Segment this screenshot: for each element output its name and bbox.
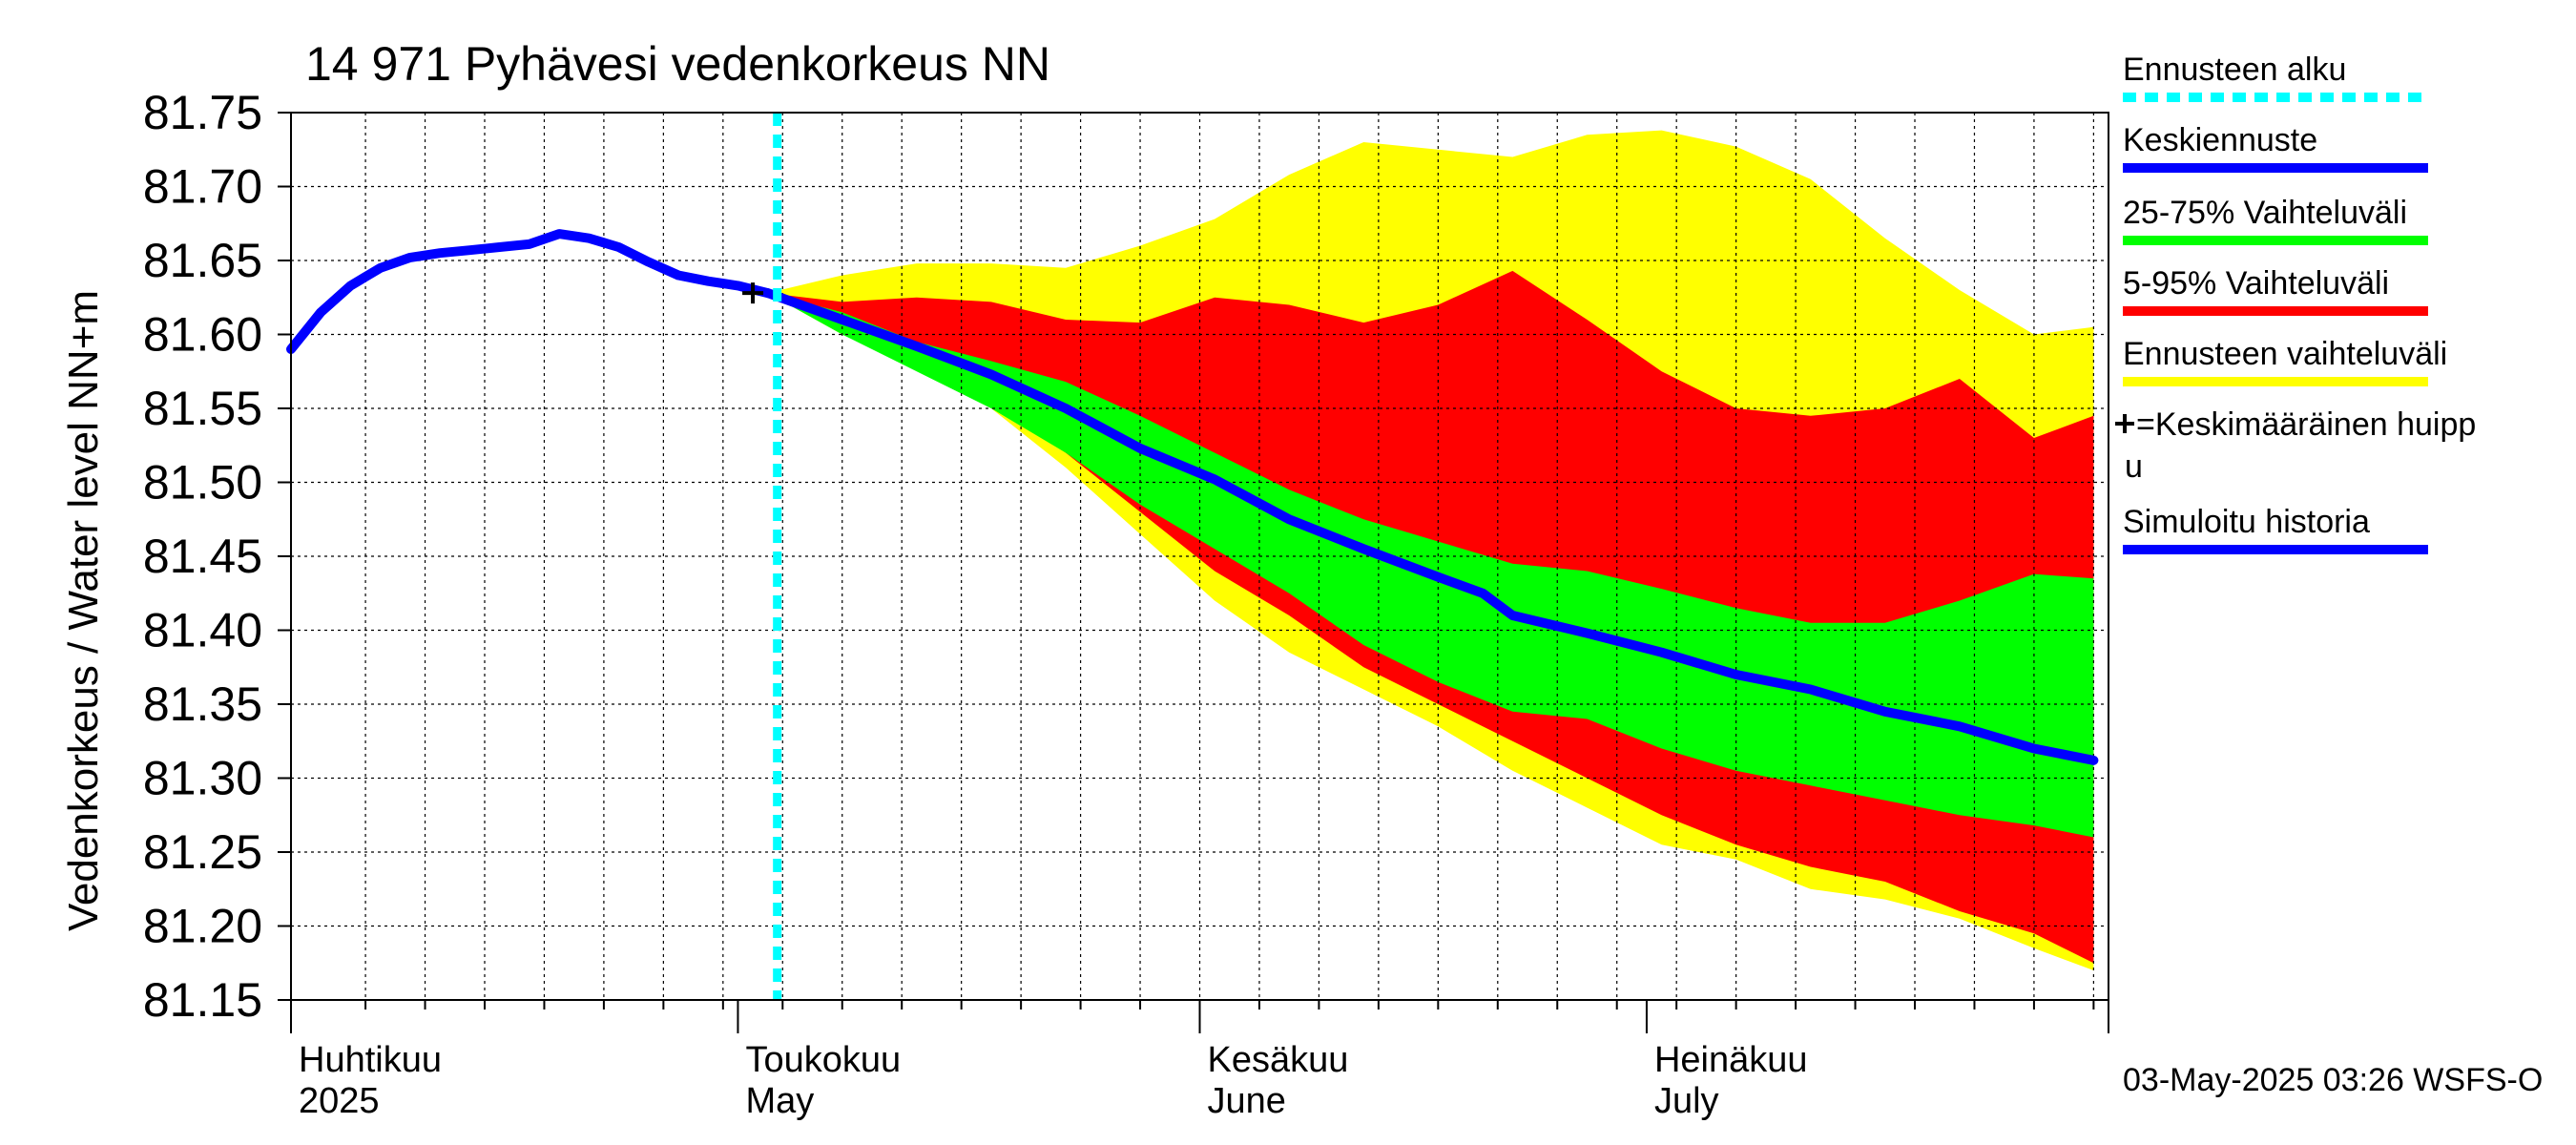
- y-tick-label-3: 81.60: [143, 308, 262, 362]
- chart-title: 14 971 Pyhävesi vedenkorkeus NN: [305, 37, 1050, 91]
- legend-label-1: Keskiennuste: [2123, 122, 2317, 158]
- x-month-label-en-1: May: [745, 1081, 814, 1121]
- legend-peak-marker-icon: [2115, 414, 2134, 433]
- y-axis-ticks: 81.75 81.70 81.65 81.60 81.55 81.50 81.45 81.40…: [143, 86, 291, 1027]
- legend: Ennusteen alku Keskiennuste 25-75% Vaihtel…: [2115, 52, 2476, 554]
- y-axis-label: Vedenkorkeus / Water level NN+m: [60, 290, 107, 931]
- y-tick-label-10: 81.25: [143, 825, 262, 879]
- median-forecast-line: [762, 288, 2099, 765]
- grid-lines: [291, 112, 2109, 1001]
- x-month-label-en-3: July: [1654, 1081, 1719, 1121]
- legend-label-2: 25-75% Vaihteluväli: [2123, 195, 2407, 231]
- legend-label-5: =Keskimääräinen huipp: [2136, 406, 2476, 443]
- plot-area: [286, 112, 2109, 1001]
- y-tick-label-1: 81.70: [143, 160, 262, 214]
- series-lines: [286, 113, 2099, 1000]
- legend-label-4: Ennusteen vaihteluväli: [2123, 336, 2447, 372]
- timestamp-footer: 03-May-2025 03:26 WSFS-O: [2123, 1062, 2543, 1098]
- x-month-label-en-2: June: [1208, 1081, 1286, 1121]
- x-month-label-fi-1: Toukokuu: [745, 1040, 901, 1080]
- x-month-label-en-0: 2025: [299, 1081, 380, 1121]
- legend-label-0: Ennusteen alku: [2123, 52, 2346, 88]
- legend-label-5-cont: u: [2125, 448, 2143, 485]
- y-tick-label-11: 81.20: [143, 900, 262, 953]
- y-tick-label-4: 81.55: [143, 382, 262, 435]
- y-tick-label-12: 81.15: [143, 973, 262, 1027]
- y-tick-label-5: 81.50: [143, 456, 262, 510]
- mean-peak-marker: [742, 282, 764, 304]
- x-month-label-fi-3: Heinäkuu: [1654, 1040, 1808, 1080]
- x-month-label-fi-2: Kesäkuu: [1208, 1040, 1349, 1080]
- y-tick-label-0: 81.75: [143, 86, 262, 139]
- y-tick-label-7: 81.40: [143, 604, 262, 657]
- x-month-label-fi-0: Huhtikuu: [299, 1040, 442, 1080]
- legend-label-3: 5-95% Vaihteluväli: [2123, 265, 2389, 302]
- y-tick-label-8: 81.35: [143, 677, 262, 731]
- y-tick-label-9: 81.30: [143, 752, 262, 805]
- y-tick-label-6: 81.45: [143, 530, 262, 583]
- history-line: [286, 229, 773, 354]
- legend-label-6: Simuloitu historia: [2123, 504, 2370, 540]
- y-tick-label-2: 81.65: [143, 234, 262, 287]
